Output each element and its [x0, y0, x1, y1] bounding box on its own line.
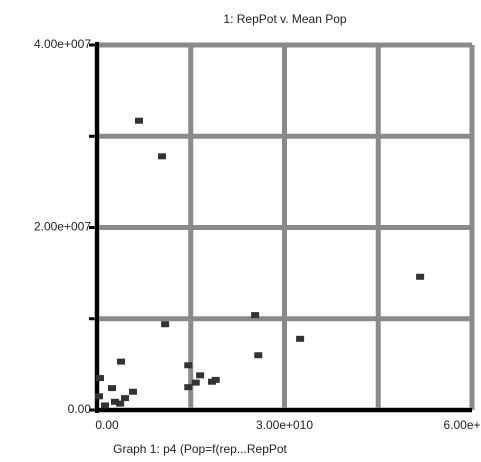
- point: [101, 402, 109, 409]
- point: [296, 335, 305, 342]
- point: [108, 385, 116, 392]
- point: [95, 393, 103, 400]
- y-tick-label: 0.00: [68, 402, 92, 416]
- point: [111, 398, 119, 405]
- point: [184, 362, 193, 369]
- point: [251, 312, 260, 319]
- point: [129, 388, 137, 395]
- y-tick-label: 2.00e+007: [34, 220, 91, 234]
- point: [191, 379, 200, 386]
- point: [211, 376, 220, 383]
- point: [158, 153, 166, 160]
- y-tick-label: 4.00e+007: [34, 37, 91, 51]
- x-tick-label: 3.00e+010: [256, 418, 313, 432]
- point: [196, 372, 205, 379]
- point: [161, 321, 170, 328]
- x-tick-label: 0.00: [95, 418, 119, 432]
- point: [135, 117, 143, 124]
- point: [184, 384, 193, 391]
- point: [96, 375, 104, 382]
- point: [116, 400, 125, 407]
- point: [121, 395, 129, 402]
- point: [117, 358, 125, 365]
- point: [416, 273, 425, 280]
- point: [254, 352, 263, 359]
- x-axis-label: Graph 1: p4 (Pop=f(rep...RepPot: [113, 442, 287, 456]
- chart-title: 1: RepPot v. Mean Pop: [223, 12, 347, 26]
- x-tick-label: 6.00e+010: [443, 418, 481, 432]
